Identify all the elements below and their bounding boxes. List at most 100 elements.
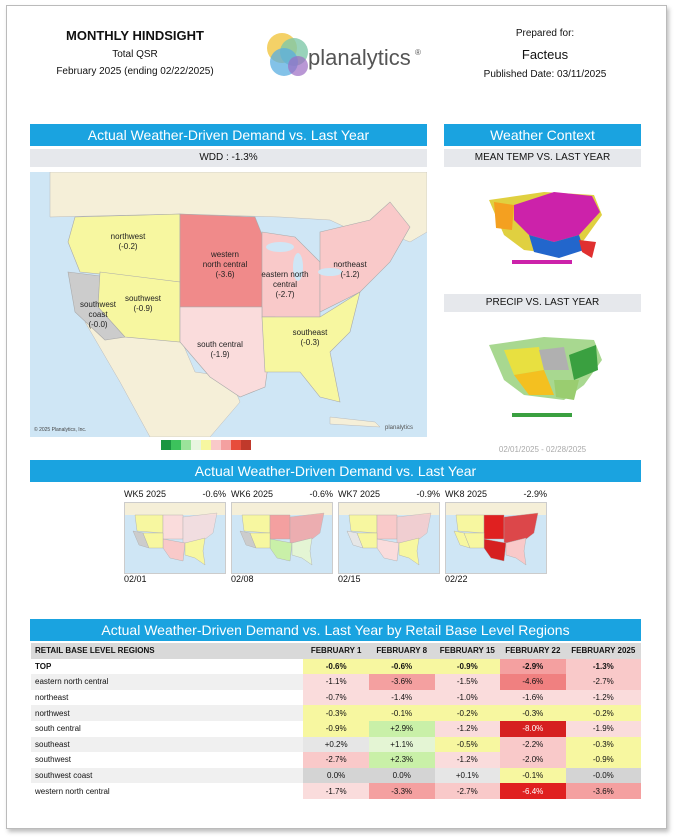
row-value-cell: -4.6%	[500, 674, 566, 690]
week-header: WK8 2025 -2.9%	[445, 489, 547, 499]
main-map-title: Actual Weather-Driven Demand vs. Last Ye…	[30, 124, 427, 146]
region-label-eastern-north-central: eastern north central (-2.7)	[255, 270, 315, 300]
week-map	[445, 502, 547, 574]
week-map	[124, 502, 226, 574]
legend-swatch	[171, 440, 181, 450]
row-value-cell: -1.2%	[434, 752, 501, 768]
row-value-cell: -2.9%	[500, 658, 566, 675]
regions-table: RETAIL BASE LEVEL REGIONS FEBRUARY 1 FEB…	[31, 643, 641, 799]
region-name: northwest	[110, 232, 146, 241]
row-region-name: southeast	[31, 736, 304, 753]
row-region-name: western north central	[35, 786, 110, 796]
row-value-cell: -0.9%	[303, 720, 369, 737]
week-value: -0.9%	[416, 489, 440, 499]
table-header-row: RETAIL BASE LEVEL REGIONS FEBRUARY 1 FEB…	[31, 643, 641, 659]
region-value: (-0.2)	[118, 242, 138, 251]
row-value-cell: -6.4%	[500, 783, 566, 799]
row-value-cell: -0.3%	[565, 736, 641, 753]
region-label-southeast: southeast (-0.3)	[285, 328, 335, 348]
week-label: WK8 2025	[445, 489, 488, 499]
wdd-value: WDD : -1.3%	[30, 149, 427, 167]
region-label-south-central: south central (-1.9)	[190, 340, 250, 360]
row-value-cell: -3.6%	[368, 674, 435, 690]
row-region-name: south central	[35, 724, 81, 734]
prepared-label: Prepared for:	[515, 28, 575, 39]
row-value-cell: -1.6%	[500, 689, 566, 706]
row-value-cell: -0.5%	[434, 736, 501, 753]
row-value-cell: -2.7%	[434, 783, 501, 799]
demand-color-legend	[161, 440, 251, 451]
region-name: southeast	[292, 328, 328, 337]
header-right: Prepared for: Facteus Published Date: 03…	[460, 28, 630, 80]
report-subtitle: Total QSR	[112, 49, 158, 60]
week-date: 02/08	[231, 574, 254, 584]
table-row: eastern north central -1.1% -3.6% -1.5% -4.6…	[31, 674, 641, 690]
region-label-southwest-coast: southwest coast (-0.0)	[76, 300, 120, 330]
header-feb-15: FEBRUARY 15	[434, 643, 501, 659]
row-value-cell: -3.6%	[565, 783, 641, 799]
region-value: (-0.9)	[133, 304, 153, 313]
header-regions: RETAIL BASE LEVEL REGIONS	[31, 643, 304, 659]
header-feb-2025: FEBRUARY 2025	[565, 643, 641, 659]
weekly-section-title: Actual Weather-Driven Demand vs. Last Ye…	[30, 460, 641, 482]
precip-map	[484, 325, 604, 420]
row-value-cell: -0.2%	[434, 705, 501, 721]
legend-swatch	[191, 440, 201, 450]
table-row: south central -0.9% +2.9% -1.2% -8.0% -1.9%	[31, 720, 641, 737]
row-region-name: northwest	[31, 705, 304, 721]
header-feb-8: FEBRUARY 8	[368, 643, 435, 659]
row-value-cell: -1.1%	[303, 674, 369, 690]
region-label-western-north-central: western north central (-3.6)	[190, 250, 260, 280]
region-label-northwest: northwest (-0.2)	[98, 232, 158, 252]
table-row: northeast -0.7% -1.4% -1.0% -1.6% -1.2%	[31, 689, 641, 706]
row-value-cell: -2.7%	[565, 674, 641, 690]
logo-text: planalytics	[308, 45, 411, 70]
row-value-cell: -0.9%	[565, 752, 641, 768]
legend-swatch	[201, 440, 211, 450]
weather-context-title: Weather Context	[444, 124, 641, 146]
row-value-cell: -1.4%	[368, 689, 435, 706]
region-label-southwest: southwest (-0.9)	[118, 294, 168, 314]
row-region-name: northeast	[35, 693, 69, 703]
region-name: northeast	[333, 260, 367, 269]
region-name: eastern north central	[261, 270, 309, 289]
legend-swatch	[211, 440, 221, 450]
table-row: southwest -2.7% +2.3% -1.2% -2.0% -0.9%	[31, 752, 641, 768]
week-label: WK7 2025	[338, 489, 381, 499]
row-region-name: southwest coast	[31, 767, 304, 784]
legend-swatch	[241, 440, 251, 450]
region-name: south central	[197, 340, 243, 349]
mean-temp-map	[484, 180, 604, 270]
region-value: (-0.3)	[300, 338, 320, 347]
row-value-cell: 0.0%	[303, 767, 369, 784]
row-value-cell: -0.2%	[565, 705, 641, 721]
row-value-cell: +2.3%	[368, 752, 435, 768]
table-row: southeast +0.2% +1.1% -0.5% -2.2% -0.3%	[31, 736, 641, 753]
row-region-name: southwest	[35, 755, 72, 765]
table-section-title: Actual Weather-Driven Demand vs. Last Ye…	[30, 619, 641, 641]
row-value-cell: -1.7%	[303, 783, 369, 799]
header-left: MONTHLY HINDSIGHT Total QSR February 202…	[40, 28, 230, 77]
week-header: WK6 2025 -0.6%	[231, 489, 333, 499]
row-value-cell: -0.7%	[303, 689, 369, 706]
row-value-cell: -0.3%	[303, 705, 369, 721]
table-row: southwest coast 0.0% 0.0% +0.1% -0.1% -0.0%	[31, 767, 641, 784]
legend-swatch	[181, 440, 191, 450]
table-row: TOP -0.6% -0.6% -0.9% -2.9% -1.3%	[31, 658, 641, 675]
precip-label: PRECIP VS. LAST YEAR	[444, 294, 641, 312]
row-value-cell: -2.7%	[303, 752, 369, 768]
region-label-northeast: northeast (-1.2)	[325, 260, 375, 280]
week-value: -0.6%	[309, 489, 333, 499]
row-value-cell: +2.9%	[368, 720, 435, 737]
row-value-cell: -0.0%	[565, 767, 641, 784]
region-value: (-1.9)	[210, 350, 230, 359]
report-title: MONTHLY HINDSIGHT	[66, 28, 204, 43]
region-name: southwest	[124, 294, 162, 303]
row-value-cell: -2.0%	[500, 752, 566, 768]
week-header: WK7 2025 -0.9%	[338, 489, 440, 499]
map-copyright: © 2025 Planalytics, Inc.	[34, 427, 87, 433]
header-feb-1: FEBRUARY 1	[303, 643, 369, 659]
row-region-name: TOP	[35, 661, 52, 671]
row-region-name: eastern north central	[31, 674, 304, 690]
row-value-cell: -1.9%	[565, 720, 641, 737]
